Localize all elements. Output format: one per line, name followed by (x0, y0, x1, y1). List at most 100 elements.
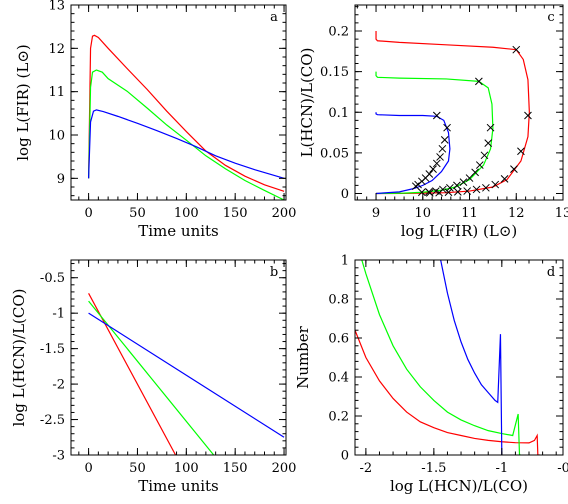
panel-c-marker-7 (472, 185, 481, 194)
panel-c-marker-5 (491, 180, 500, 189)
panel-d-letter: d (547, 265, 555, 280)
panel-b-xtick-label: 100 (174, 461, 199, 476)
panel-c-series-1-line (375, 71, 494, 195)
panel-b-ylabel: log L(HCN)/L(CO) (10, 288, 28, 426)
panel-c-marker-9 (453, 188, 462, 196)
panel-a-frame (70, 4, 287, 201)
panel-c-xtick-label: 13 (555, 206, 568, 221)
panel-d-xtick-label: -1.5 (421, 461, 446, 476)
panel-d-xlabel: log L(HCN)/L(CO) (390, 477, 528, 495)
panel-b-ytick-label: -2 (52, 378, 65, 393)
panel-a-ylabel: log L(FIR) (L⊙) (14, 44, 32, 161)
panel-a-series-1-line (87, 69, 285, 200)
panel-c-xlabel: log L(FIR) (L⊙) (401, 222, 518, 240)
panel-c-marker-0 (512, 45, 521, 54)
panel-d-xtick-label: -0.5 (557, 461, 568, 476)
panel-c-xtick-label: 11 (461, 206, 478, 221)
panel-c-letter: c (547, 10, 554, 25)
panel-a-ytick-label: 10 (48, 129, 65, 144)
panel-b-xlabel: Time units (138, 477, 219, 495)
panel-b-ytick-label: -3 (52, 449, 65, 464)
panel-c-marker-25 (424, 188, 433, 196)
panel-c-xtick-label: 9 (372, 206, 380, 221)
panel-d-ytick-label: 1 (341, 254, 349, 269)
panel-c-marker-27 (432, 111, 441, 120)
panel-a-series-0-line (87, 34, 285, 192)
panel-c-marker-31 (436, 153, 444, 161)
panel-b-series-2-line (88, 312, 285, 438)
panel-b-ytick-label: -2.5 (40, 413, 65, 428)
panel-b-series-0-line (88, 293, 177, 455)
panel-c-marker-13 (475, 77, 483, 86)
panel-c-marker-26 (417, 188, 426, 197)
panel-c-marker-28 (443, 123, 451, 132)
panel-c-marker-10 (444, 188, 453, 197)
panel-c-ytick-label: 0 (341, 187, 349, 202)
panel-c-marker-20 (459, 178, 468, 186)
panel-d-xtick-label: -1 (495, 461, 508, 476)
panel-a-series-2-line (87, 109, 285, 179)
panel-b: 0 50 100 150 200 -3 -2.5 -2 -1.5 -1 -0.5 b Time unit… (10, 259, 297, 495)
panel-a: 0 50 100 150 200 9 10 11 12 13 a Time units log L(FI… (14, 0, 296, 240)
panel-d: -2 -1.5 -1 -0.5 0 0.2 0.4 0.6 0.8 1 d log L(HCN)/L(… (294, 254, 568, 496)
panel-b-series-1-line (88, 300, 215, 455)
panel-c-marker-33 (429, 165, 437, 173)
panel-d-series-1-line (361, 260, 521, 455)
panel-c-ytick-label: 0.15 (320, 65, 349, 80)
panel-c-marker-29 (440, 136, 449, 144)
panel-c-marker-24 (432, 187, 440, 195)
panel-a-xtick-label: 100 (174, 206, 199, 221)
panel-c-marker-19 (465, 174, 474, 182)
panel-b-xtick-label: 150 (223, 461, 248, 476)
panel-d-frame (354, 259, 564, 456)
panel-a-xtick-label: 0 (84, 206, 92, 221)
panel-b-ytick-label: -0.5 (40, 271, 65, 286)
panel-b-letter: b (270, 265, 278, 280)
panel-c-marker-17 (475, 161, 484, 169)
panel-b-frame (70, 259, 287, 456)
panel-d-ytick-label: 0.2 (328, 410, 349, 425)
panel-d-xtick-label: -2 (360, 461, 373, 476)
panel-a-letter: a (270, 10, 278, 25)
panel-d-ytick-label: 0.8 (328, 293, 349, 308)
panel-c-marker-3 (510, 165, 518, 173)
panel-c-xtick-label: 12 (508, 206, 525, 221)
panel-d-series-0-line (355, 329, 540, 455)
panel-a-xtick-label: 150 (223, 206, 248, 221)
panel-c-marker-1 (524, 111, 532, 120)
panel-c-marker-2 (517, 147, 525, 156)
panel-a-xtick-label: 50 (129, 206, 146, 221)
panel-d-ylabel: Number (294, 325, 312, 388)
panel-b-xtick-label: 0 (84, 461, 92, 476)
panel-a-xtick-label: 200 (272, 206, 297, 221)
panel-d-ytick-label: 0 (341, 449, 349, 464)
panel-b-ytick-label: -1.5 (40, 342, 65, 357)
panel-c-ylabel: L(HCN)/L(CO) (298, 48, 316, 158)
panel-c-marker-22 (446, 183, 454, 192)
panel-c-series-0-line (375, 31, 530, 195)
panel-b-ytick-label: -1 (52, 307, 65, 322)
panel-c: 9 10 11 12 13 0 0.05 0.1 0.15 0.2 c log L(FIR) (L⊙)… (298, 4, 568, 240)
panel-c-marker-23 (439, 185, 447, 194)
panel-c-marker-32 (432, 159, 441, 168)
panel-a-ytick-label: 9 (57, 172, 65, 187)
panel-c-marker-15 (484, 139, 493, 147)
panel-c-marker-38 (411, 182, 420, 191)
panel-d-ytick-label: 0.4 (328, 371, 349, 386)
panel-c-ytick-label: 0.05 (320, 146, 349, 161)
panel-c-series-2-line (375, 112, 451, 195)
panel-d-ytick-label: 0.6 (328, 332, 349, 347)
panel-a-ytick-label: 12 (48, 42, 65, 57)
panel-b-xtick-label: 50 (129, 461, 146, 476)
panel-c-marker-4 (500, 175, 509, 183)
panel-b-xtick-label: 200 (272, 461, 297, 476)
panel-c-marker-30 (438, 144, 447, 153)
panel-a-ytick-label: 11 (48, 85, 65, 100)
panel-c-ytick-label: 0.1 (328, 106, 349, 121)
panel-c-ytick-label: 0.2 (328, 25, 349, 40)
panel-c-marker-14 (486, 123, 495, 132)
panel-c-marker-21 (453, 181, 461, 190)
panel-c-marker-16 (480, 151, 489, 160)
panel-c-marker-6 (482, 183, 490, 192)
